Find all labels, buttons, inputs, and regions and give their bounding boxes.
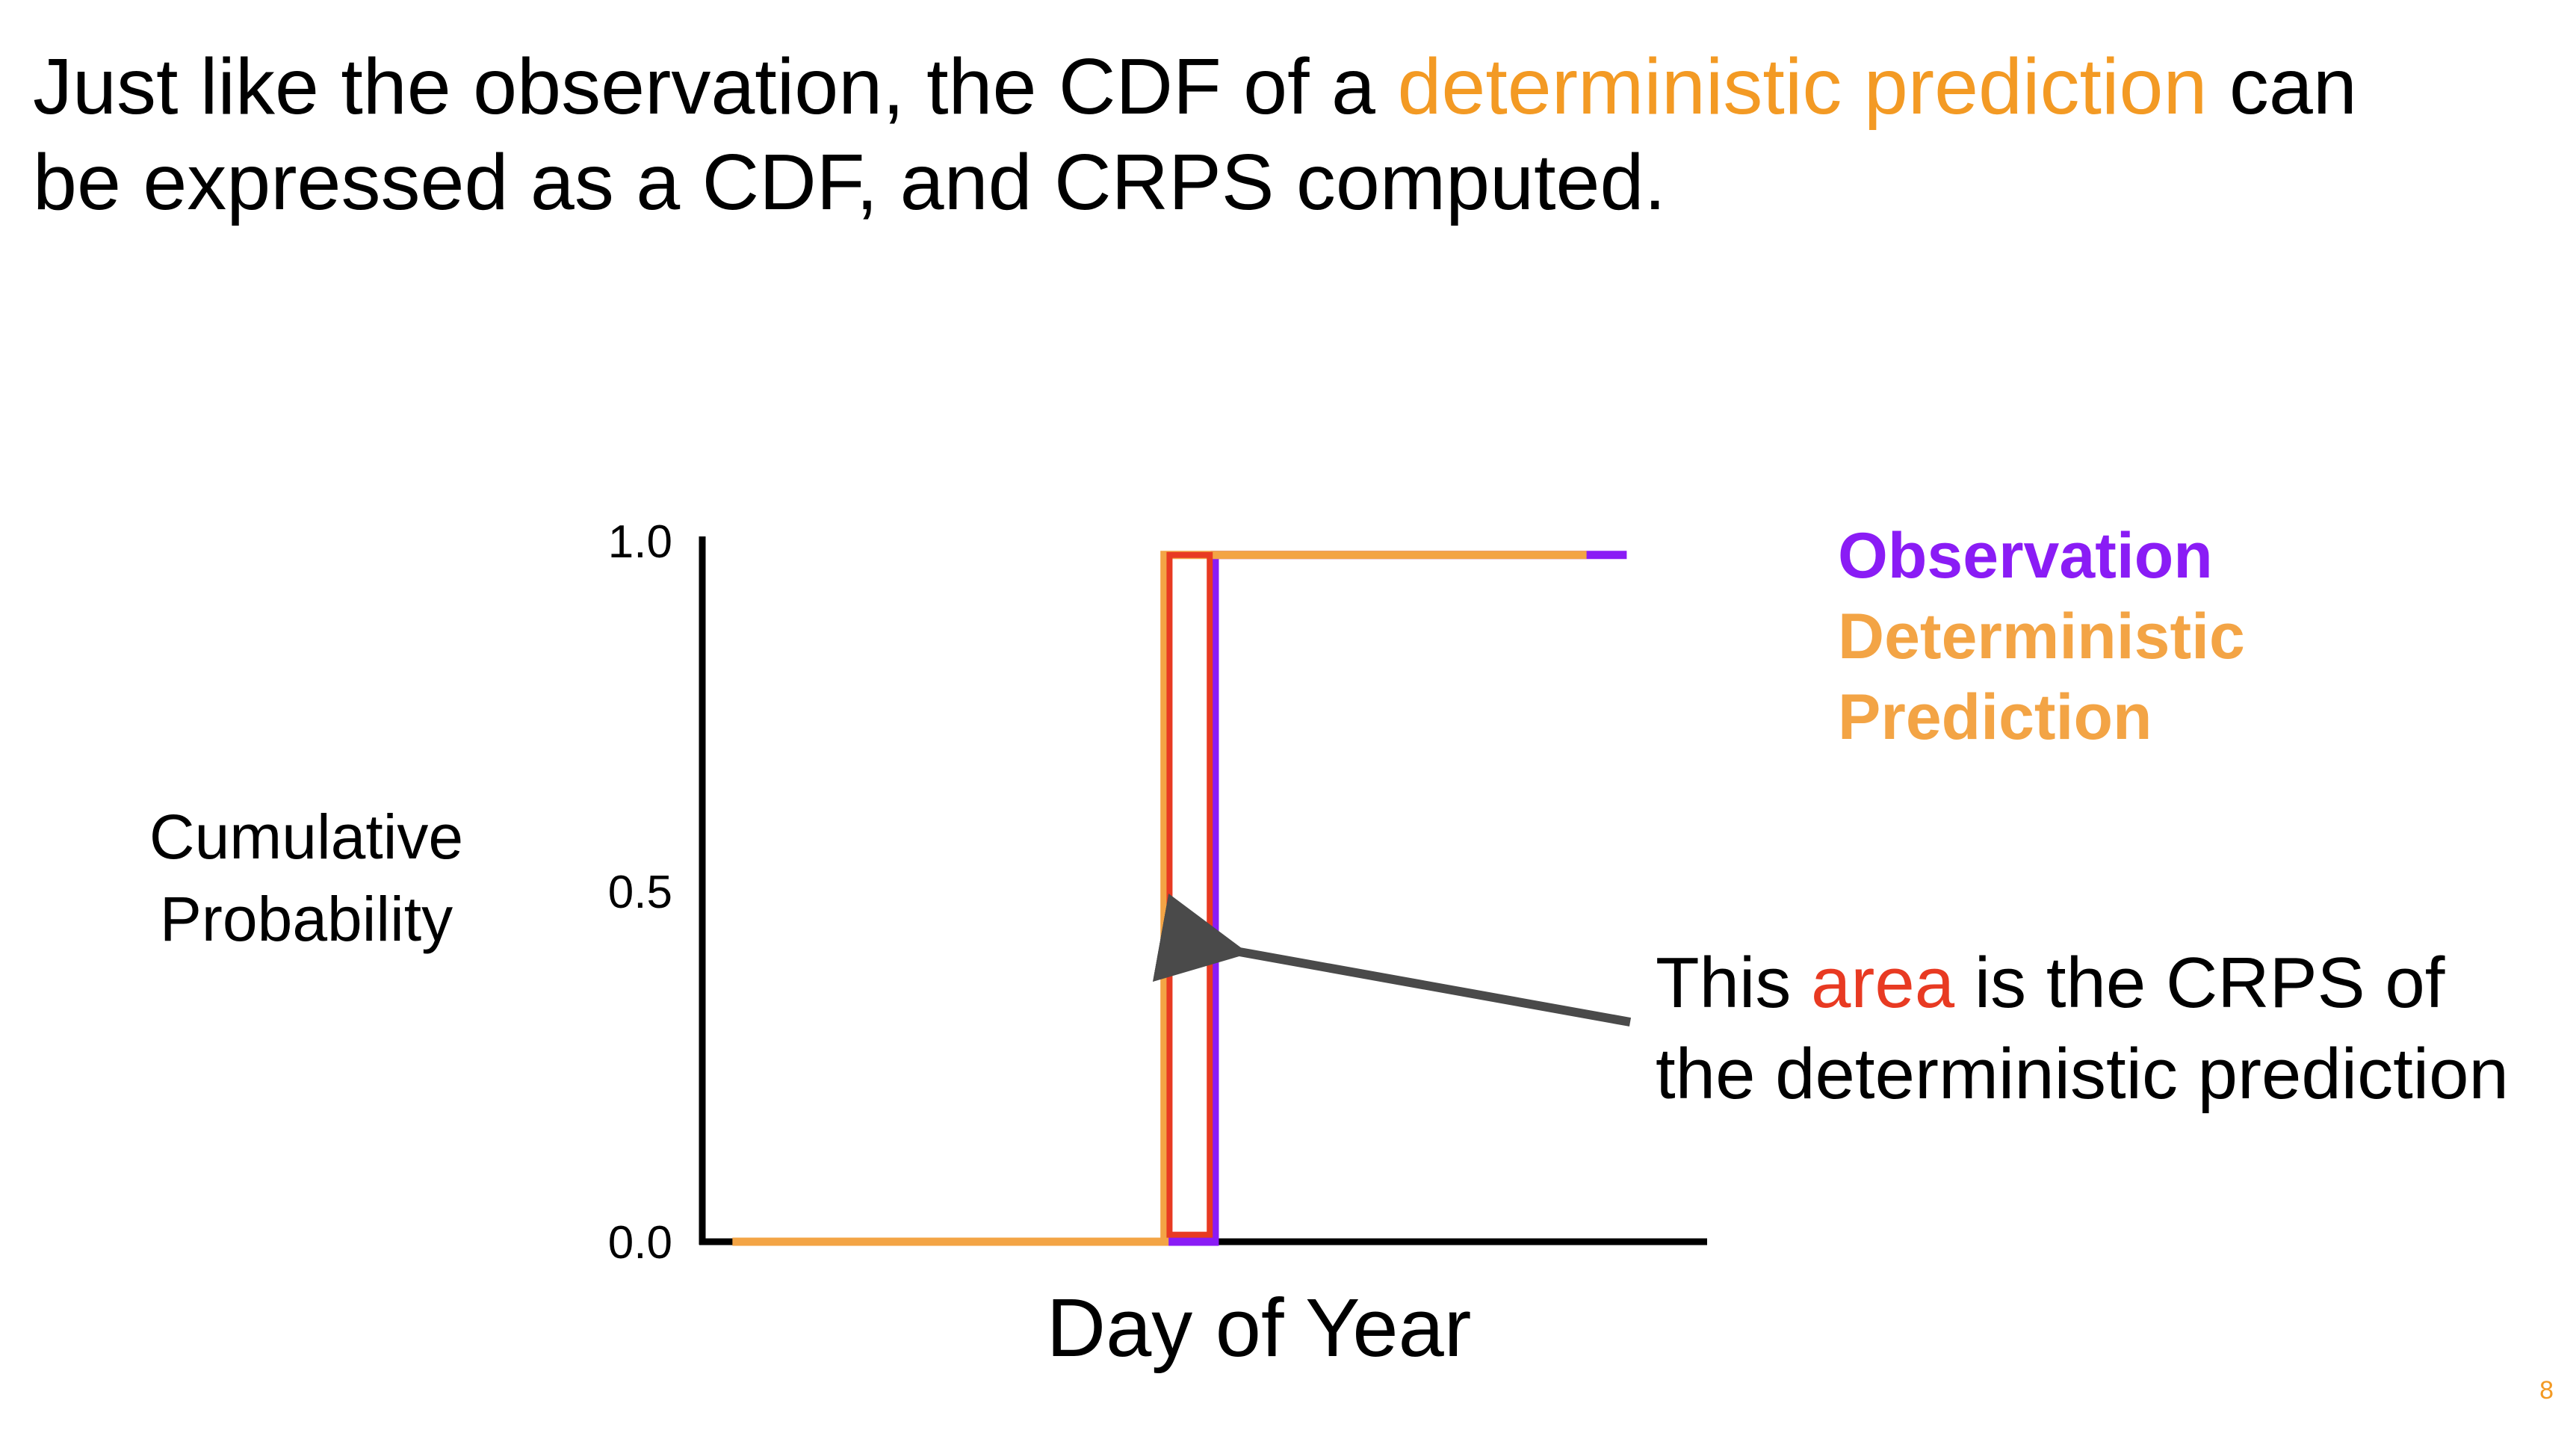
- crps-area-rect: [1166, 551, 1213, 1238]
- y-tick-label-0: 0.0: [608, 1217, 672, 1269]
- title-line2: be expressed as a CDF, and CRPS computed…: [33, 138, 1666, 226]
- y-tick-label-2: 1.0: [608, 516, 672, 568]
- annotation-text-part2: is the CRPS of: [1954, 943, 2445, 1023]
- series-line-observation: [1164, 551, 1627, 1246]
- slide-title: Just like the observation, the CDF of a …: [33, 39, 2566, 230]
- chart-marks: 0.0 0.5 1.0: [608, 516, 1707, 1269]
- annotation-area-word: area: [1811, 943, 1955, 1023]
- crps-annotation: This area is the CRPS of the determinist…: [1656, 938, 2509, 1120]
- legend-item-prediction: Prediction: [1838, 681, 2152, 753]
- y-tick-label-1: 0.5: [608, 867, 672, 918]
- annotation-arrow: [1152, 893, 1632, 1027]
- annotation-text-part1: This: [1656, 943, 1812, 1023]
- y-axis-label: Cumulative Probability: [149, 802, 464, 954]
- annotation-line2: the deterministic prediction: [1656, 1034, 2509, 1114]
- title-text-part2: can: [2207, 43, 2357, 131]
- x-axis-label: Day of Year: [1047, 1282, 1472, 1374]
- series-line-deterministic-prediction: [732, 551, 1587, 1246]
- slide-number: 8: [2539, 1376, 2554, 1405]
- title-highlight: deterministic prediction: [1397, 43, 2208, 131]
- legend-item-deterministic: Deterministic: [1838, 601, 2245, 672]
- title-text-part1: Just like the observation, the CDF of a: [33, 43, 1398, 131]
- legend: Observation Deterministic Prediction: [1838, 516, 2245, 758]
- legend-item-observation: Observation: [1838, 520, 2213, 592]
